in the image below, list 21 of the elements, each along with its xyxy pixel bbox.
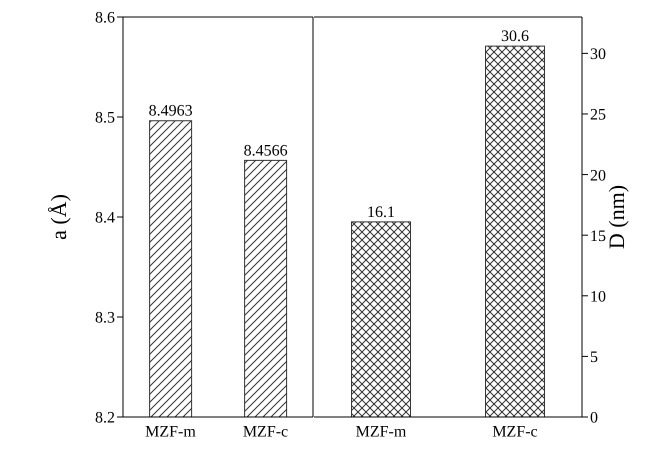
y-tick-label: 8.3 bbox=[95, 310, 115, 327]
x-tick-label: MZF-m bbox=[145, 423, 196, 440]
y2-tick-label: 25 bbox=[590, 106, 606, 124]
x-tick-label: MZF-c bbox=[492, 423, 538, 440]
y-tick-label: 8.2 bbox=[95, 410, 115, 427]
y-tick-label: 8.4 bbox=[95, 210, 115, 227]
y2-tick-label: 5 bbox=[590, 349, 598, 366]
y2-tick-label: 15 bbox=[590, 228, 606, 245]
y2-tick-label: 10 bbox=[590, 288, 606, 306]
data-label: 8.4963 bbox=[148, 102, 193, 120]
y2-tick-label: 20 bbox=[590, 167, 606, 184]
x-tick-label: MZF-m bbox=[356, 423, 407, 440]
y2-tick-label: 0 bbox=[590, 410, 598, 427]
y-axis-title: a (Å) bbox=[46, 194, 71, 240]
data-label: 16.1 bbox=[367, 204, 396, 221]
data-label: 8.4566 bbox=[244, 142, 288, 160]
y2-tick-label: 30 bbox=[590, 46, 606, 64]
y-tick-label: 8.5 bbox=[95, 110, 115, 127]
y-tick-label: 8.6 bbox=[95, 10, 115, 27]
data-label: 30.6 bbox=[501, 28, 530, 46]
x-tick-label: MZF-c bbox=[242, 423, 288, 440]
